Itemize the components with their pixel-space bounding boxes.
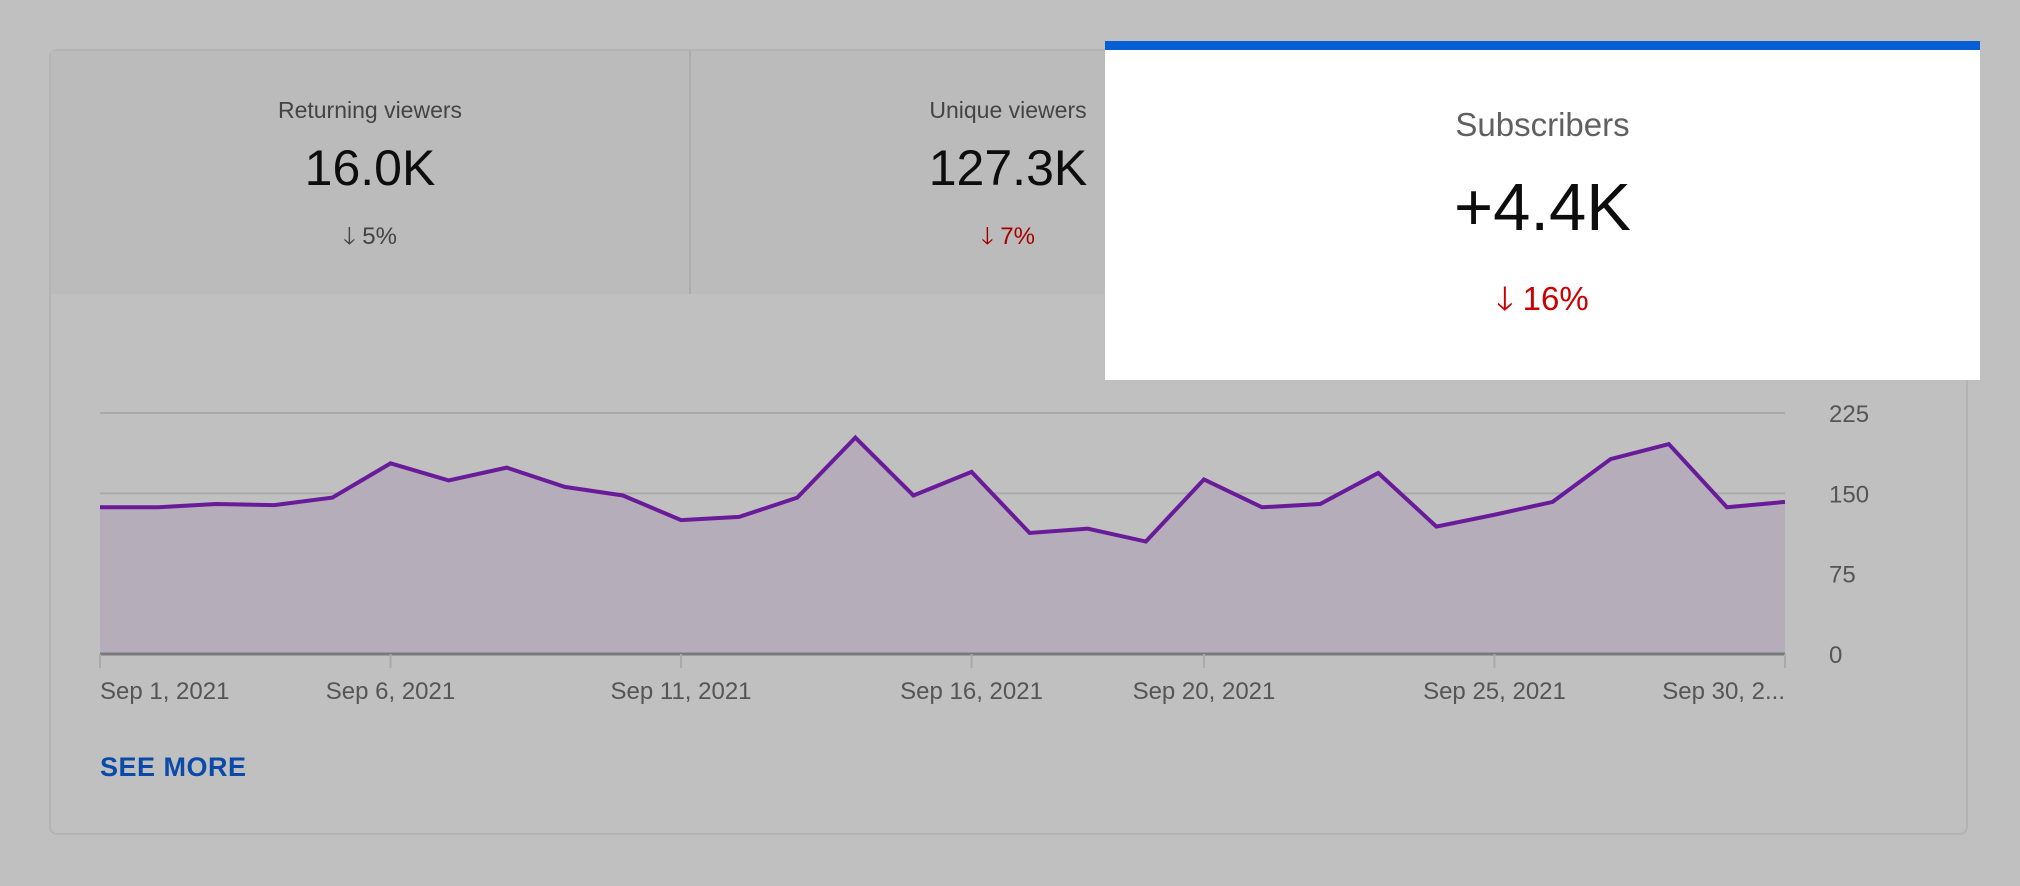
metric-delta: 🡓 16% [1105,275,1980,331]
x-tick-label: Sep 25, 2021 [1423,678,1566,705]
metric-delta: 🡓 5% [51,219,689,260]
x-tick-label: Sep 20, 2021 [1133,678,1276,705]
metric-delta-value: 16% [1522,280,1589,317]
x-tick-label: Sep 6, 2021 [326,678,455,705]
metric-value: +4.4K [1454,170,1631,245]
y-tick-label: 150 [1829,481,1869,508]
metric-value: 127.3K [928,140,1088,196]
y-tick-label: 225 [1829,401,1869,428]
area-fill [100,437,1785,654]
metric-delta-value: 7% [1000,223,1035,250]
metric-tab-subscribers[interactable]: Subscribers +4.4K 🡓 16% [1105,41,1980,380]
y-tick-label: 75 [1829,562,1856,589]
x-tick-label: Sep 30, 2... [1662,678,1785,705]
metric-tab-returning-viewers[interactable]: Returning viewers 16.0K 🡓 5% [51,51,689,294]
see-more-link[interactable]: SEE MORE [100,752,247,782]
tile-divider [689,51,691,294]
metric-delta-value: 5% [362,223,397,250]
x-tick-label: Sep 16, 2021 [900,678,1043,705]
metric-delta: 🡓 7% [691,219,1325,260]
arrow-down-icon: 🡓 [1496,280,1514,317]
arrow-down-icon: 🡓 [343,223,356,250]
arrow-down-icon: 🡓 [981,223,994,250]
metric-tab-unique-viewers[interactable]: Unique viewers 127.3K 🡓 7% [691,51,1325,294]
metric-value: 16.0K [304,140,436,196]
series-line [100,434,1786,544]
x-tick-label: Sep 11, 2021 [611,678,752,705]
metric-label: Returning viewers [277,97,463,123]
selected-indicator [1105,41,1980,50]
metric-label: Unique viewers [929,97,1087,123]
x-tick-label: Sep 1, 2021 [100,678,229,705]
metric-label: Subscribers [1455,106,1630,143]
y-tick-label: 0 [1829,642,1842,669]
metric-tiles [51,51,1106,294]
